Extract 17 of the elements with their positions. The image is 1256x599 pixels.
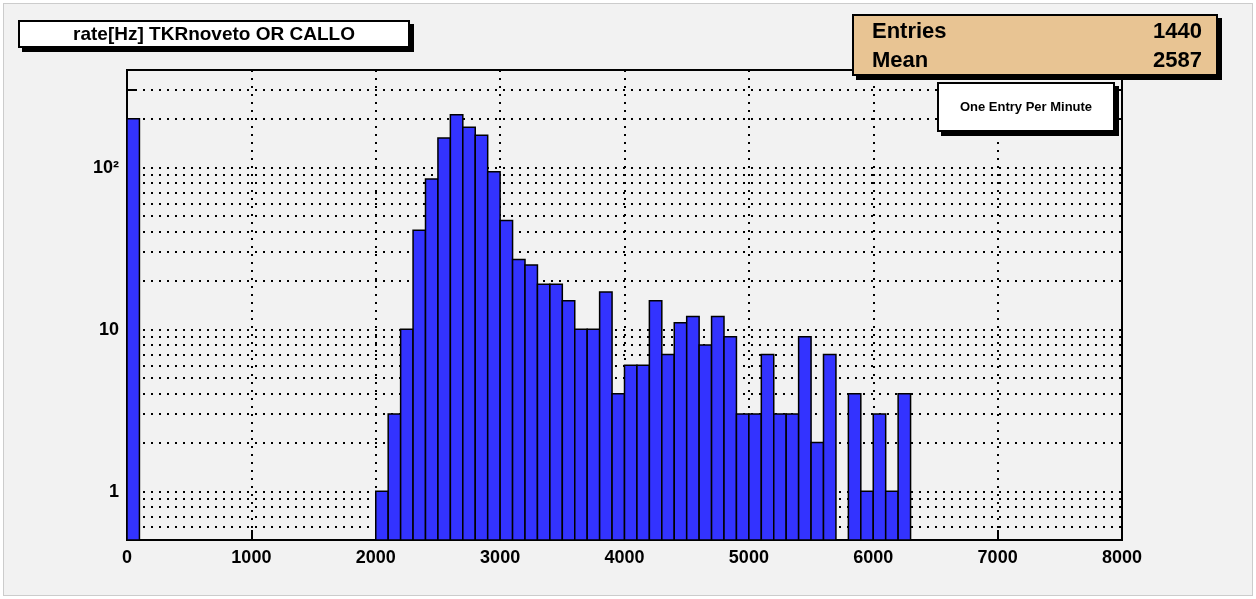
chart-title: rate[Hz] TKRnoveto OR CALLO [18, 20, 410, 48]
y-tick-label: 10 [98, 319, 119, 340]
y-tick-label: 1 [108, 481, 119, 502]
x-tick-label: 7000 [977, 547, 1018, 567]
text: Entries [872, 17, 947, 45]
annotation: Mean [872, 46, 929, 74]
text: 1440 [1153, 17, 1202, 45]
y-tick-label: 10² [92, 157, 120, 178]
x-tick-label: 1000 [231, 547, 272, 567]
x-tick-label: 4000 [604, 547, 645, 567]
x-tick-label: 5000 [728, 547, 769, 567]
x-tick-label: 6000 [853, 547, 894, 567]
x-tick-label: 2000 [355, 547, 396, 567]
x-tick-label: 3000 [480, 547, 521, 567]
text: 2587 [1153, 46, 1202, 74]
x-tick-label: 8000 [1101, 547, 1143, 567]
x-tick-label: 0 [121, 547, 133, 567]
